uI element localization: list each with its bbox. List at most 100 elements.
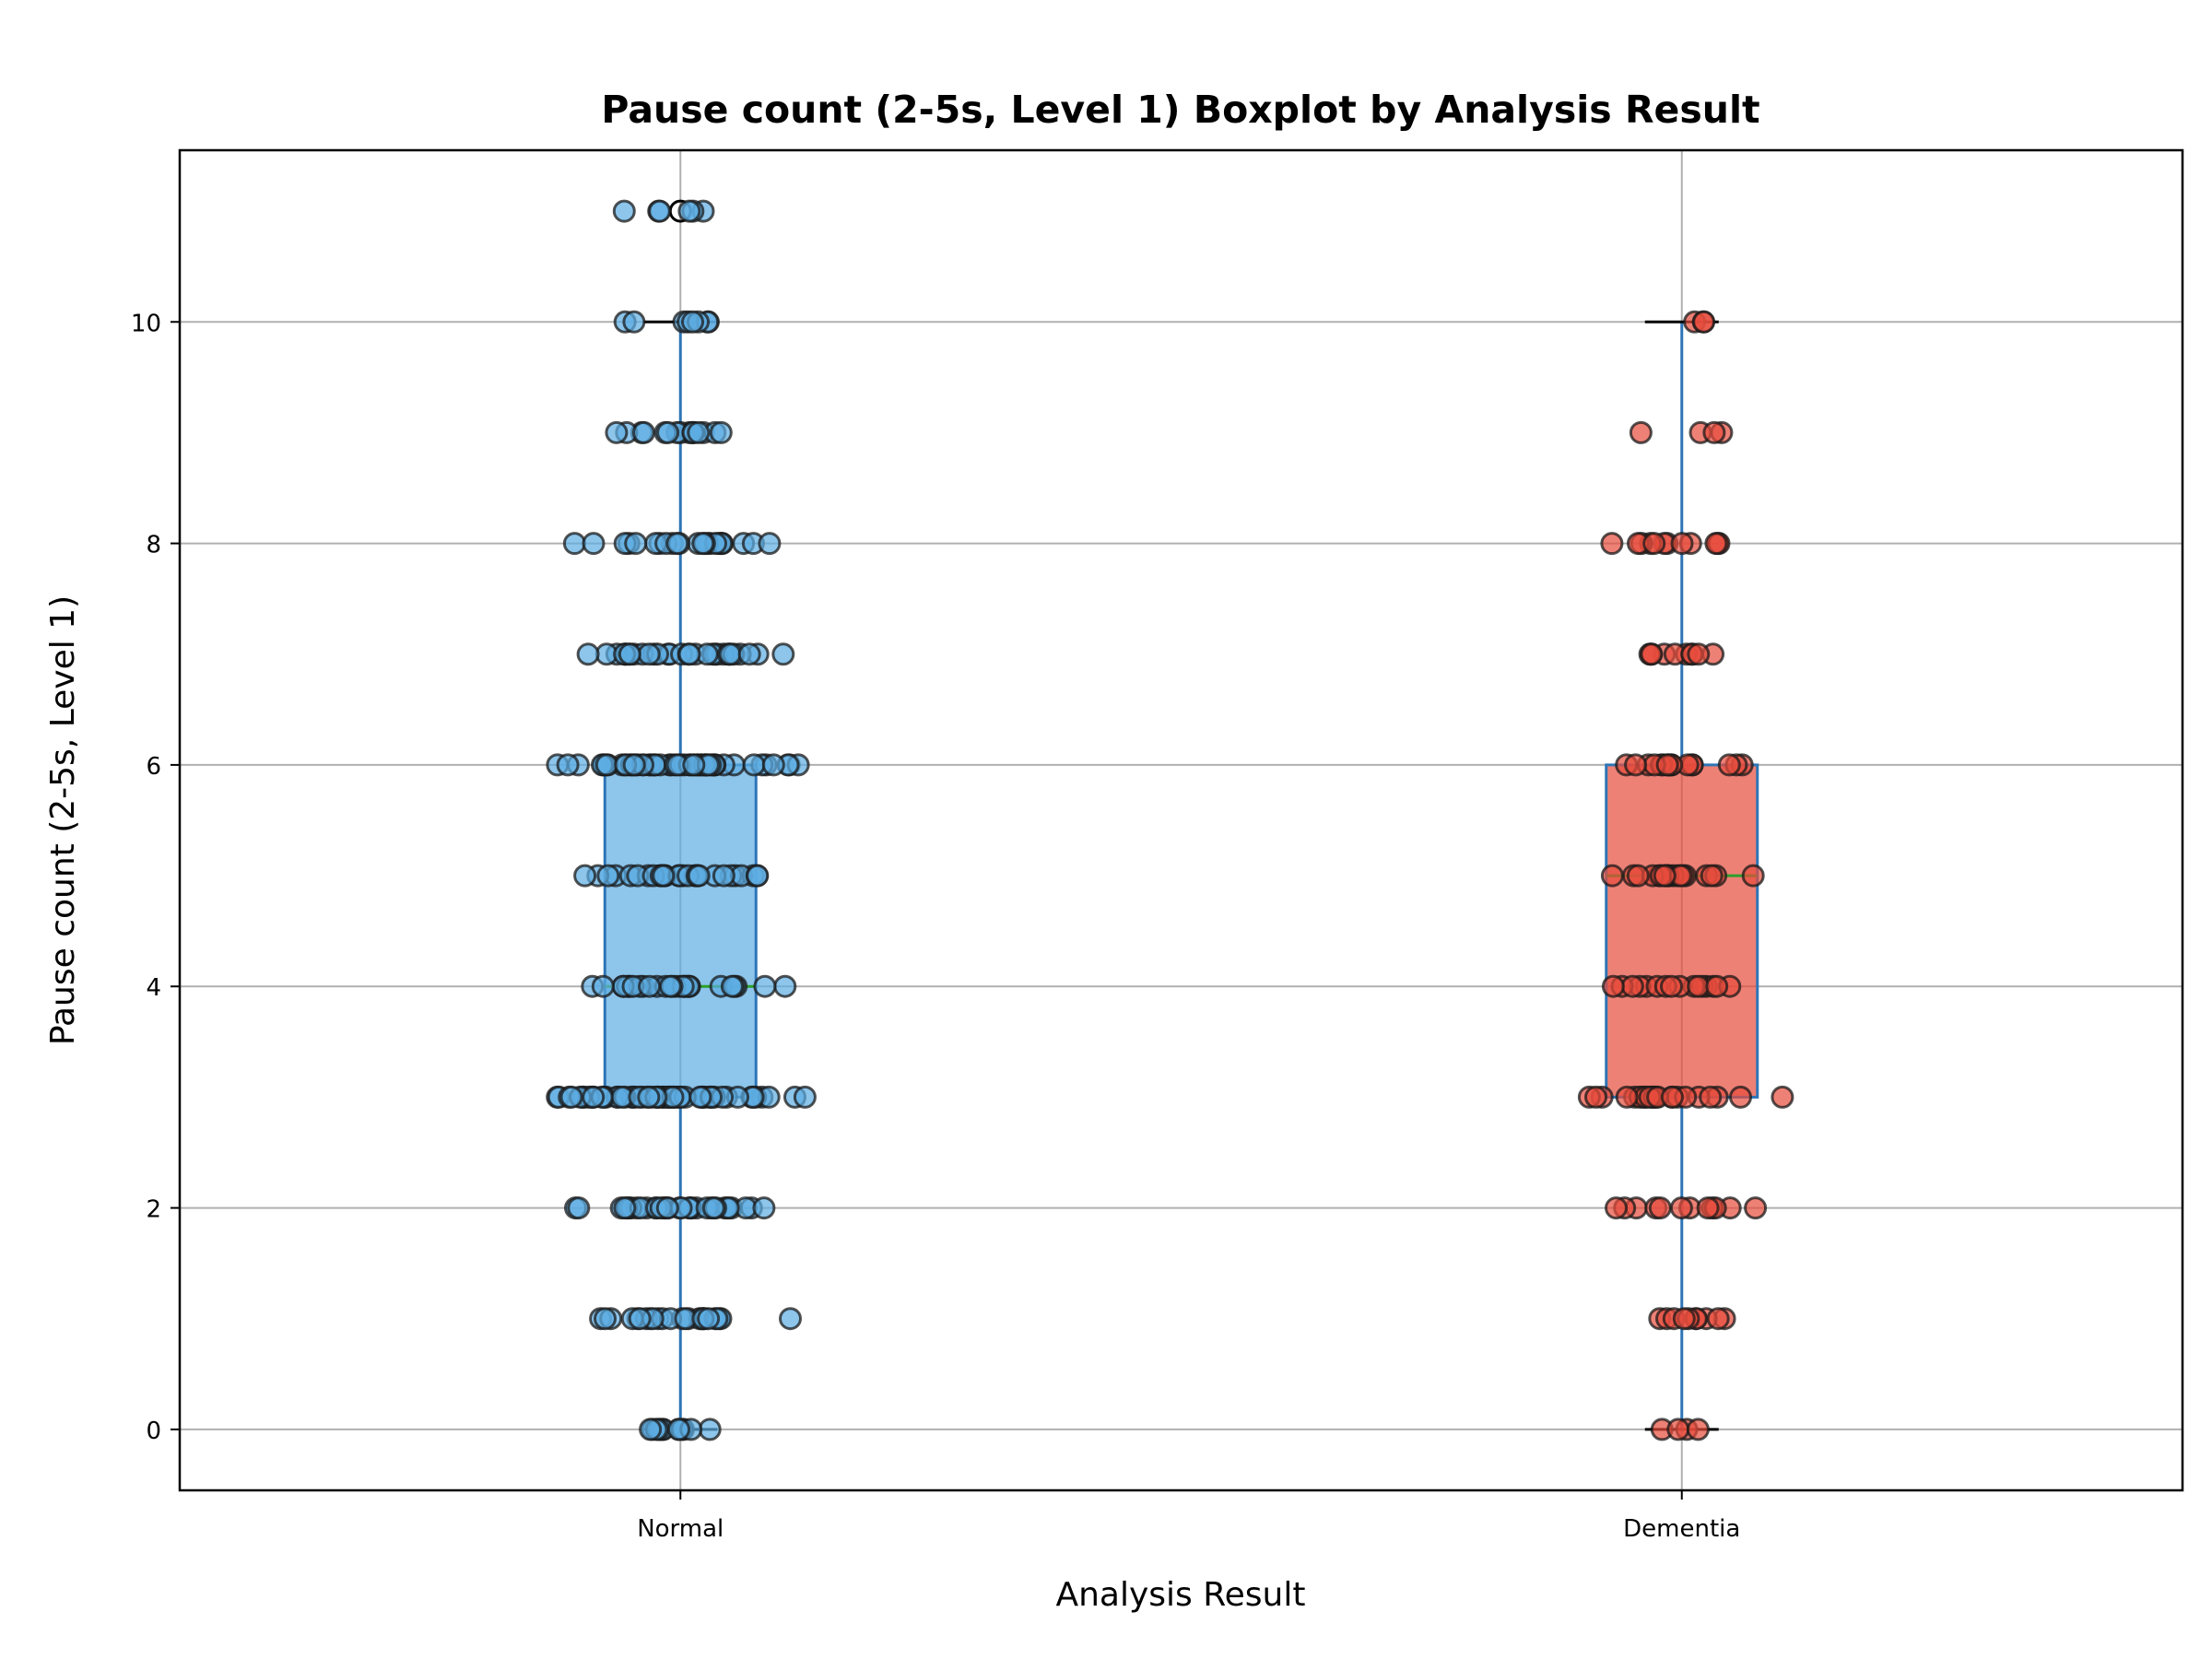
- data-point: [556, 753, 580, 777]
- data-point: [682, 753, 706, 777]
- data-point: [742, 753, 766, 777]
- data-point: [1640, 642, 1664, 666]
- data-point: [1624, 753, 1648, 777]
- data-point: [771, 642, 795, 666]
- data-point: [691, 532, 715, 556]
- data-point: [1672, 1307, 1696, 1331]
- x-tick-label: Dementia: [1623, 1515, 1740, 1543]
- axis-ticks-layer: 0 2 4 6 8 10 Normal Dementia: [131, 310, 1740, 1543]
- data-point: [628, 1307, 652, 1331]
- data-point: [658, 974, 682, 998]
- box-body: [1605, 763, 1759, 1099]
- data-point: [1687, 642, 1711, 666]
- box-body: [603, 763, 758, 1099]
- data-point: [667, 1418, 690, 1441]
- data-point: [1620, 974, 1644, 998]
- data-point: [709, 420, 733, 444]
- data-point: [624, 532, 648, 556]
- x-tick-label: Normal: [637, 1515, 724, 1543]
- data-point: [559, 1085, 583, 1109]
- data-point: [594, 1307, 617, 1331]
- data-point: [638, 974, 662, 998]
- data-point: [752, 1196, 776, 1220]
- data-point: [1670, 532, 1694, 556]
- data-point: [793, 1085, 817, 1109]
- data-point: [1626, 864, 1650, 888]
- data-point: [648, 199, 672, 223]
- boxes-layer: [603, 199, 1759, 1431]
- data-point: [737, 642, 761, 666]
- data-point: [773, 974, 797, 998]
- data-point: [688, 1085, 712, 1109]
- data-point: [576, 642, 600, 666]
- data-point: [746, 864, 770, 888]
- data-point: [677, 199, 701, 223]
- data-point: [596, 864, 620, 888]
- data-point: [1717, 753, 1741, 777]
- data-point: [712, 864, 735, 888]
- data-point: [1600, 532, 1624, 556]
- data-point: [1655, 753, 1679, 777]
- data-point: [605, 420, 629, 444]
- data-point: [697, 1307, 721, 1331]
- data-point: [1605, 1196, 1628, 1220]
- data-point: [1629, 420, 1653, 444]
- data-point: [718, 642, 742, 666]
- data-point: [1660, 1085, 1684, 1109]
- data-point: [1601, 974, 1625, 998]
- data-point: [1692, 310, 1716, 334]
- data-point: [582, 1085, 606, 1109]
- data-point: [1705, 974, 1729, 998]
- data-point: [1702, 420, 1726, 444]
- chart-title: Pause count (2-5s, Level 1) Boxplot by A…: [601, 88, 1759, 132]
- data-point: [582, 532, 606, 556]
- data-point: [637, 1085, 661, 1109]
- data-point: [779, 1307, 802, 1331]
- data-point: [656, 420, 680, 444]
- data-point: [567, 1196, 591, 1220]
- data-point: [594, 753, 618, 777]
- y-tick-label: 0: [146, 1418, 161, 1445]
- data-point: [753, 974, 777, 998]
- data-point: [758, 532, 782, 556]
- data-point: [655, 1196, 679, 1220]
- data-point: [1706, 1307, 1730, 1331]
- data-point: [1642, 532, 1666, 556]
- data-point: [687, 864, 711, 888]
- data-point: [573, 864, 597, 888]
- data-point: [681, 310, 704, 334]
- data-point: [1696, 1196, 1720, 1220]
- y-axis-label: Pause count (2-5s, Level 1): [44, 595, 82, 1045]
- data-point: [618, 642, 641, 666]
- scatter-points-layer: [546, 199, 1794, 1441]
- y-tick-label: 6: [146, 753, 161, 781]
- x-axis-label: Analysis Result: [1055, 1576, 1305, 1614]
- data-point: [1744, 1196, 1768, 1220]
- y-tick-label: 4: [146, 974, 161, 1002]
- data-point: [1615, 1085, 1639, 1109]
- y-tick-label: 2: [146, 1196, 161, 1224]
- plot-frame: [178, 148, 2184, 1492]
- data-point: [761, 753, 785, 777]
- data-point: [1600, 864, 1624, 888]
- data-point: [562, 532, 586, 556]
- data-point: [1648, 1196, 1672, 1220]
- data-point: [1741, 864, 1765, 888]
- data-point: [701, 1196, 725, 1220]
- data-point: [639, 1418, 663, 1441]
- data-point: [1660, 974, 1683, 998]
- data-point: [1669, 1196, 1693, 1220]
- data-point: [622, 310, 646, 334]
- data-point: [1729, 1085, 1752, 1109]
- data-point: [652, 864, 676, 888]
- y-tick-label: 8: [146, 532, 161, 559]
- data-point: [622, 753, 646, 777]
- data-point: [677, 642, 701, 666]
- data-point: [1704, 532, 1728, 556]
- data-point: [1771, 1085, 1794, 1109]
- data-point: [591, 974, 615, 998]
- data-point: [1700, 864, 1724, 888]
- data-point: [687, 420, 711, 444]
